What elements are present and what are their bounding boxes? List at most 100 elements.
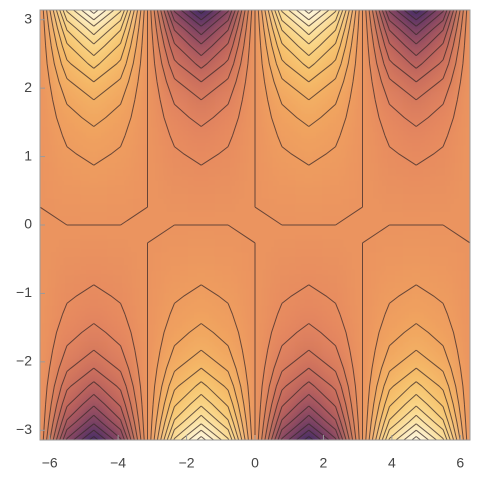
cell [429,126,458,145]
cell [160,198,189,217]
cell [322,233,350,253]
cell [40,144,54,163]
cell [40,233,54,253]
cell [429,144,458,163]
contour-lines [40,10,470,440]
cell [268,431,296,440]
cell [53,144,81,163]
cell [160,269,189,289]
contour-line [55,10,455,440]
cell [322,162,350,181]
x-tick-label: 6 [456,455,464,471]
cell [53,90,81,110]
cell [375,233,404,253]
cell [187,233,216,253]
cell [214,305,243,325]
cell [322,10,350,20]
cell [107,323,135,342]
cell [214,108,243,127]
cell [268,305,296,325]
cell [322,180,350,199]
cell [53,198,81,217]
cell [402,36,431,56]
cell [80,54,108,74]
cell [107,90,135,110]
cell [80,108,108,127]
cell [402,251,431,271]
cell [456,377,470,396]
cell [80,198,108,217]
cell [402,18,431,38]
cell [429,269,458,289]
cell [214,180,243,199]
cell [80,144,108,163]
x-tick-label: 0 [251,455,259,471]
cell [429,431,458,440]
cell [268,251,296,271]
cell [322,305,350,325]
axes: −6 −4 −2 0 2 4 6 −3 −2 −1 0 1 2 3 [16,10,464,470]
cell [375,198,404,217]
cell [214,269,243,289]
cell [322,90,350,110]
cell [375,144,404,163]
cell [429,36,458,56]
cell [214,72,243,92]
cell [80,10,108,20]
cell [402,162,431,181]
cell [429,323,458,342]
cell [322,144,350,163]
cell [268,287,296,307]
cell [160,341,189,360]
y-tick-label: −2 [16,353,32,369]
cell [375,54,404,74]
cell [53,287,81,307]
cell [53,180,81,199]
y-tick-label: 2 [24,79,32,95]
cell [456,395,470,414]
cell [429,251,458,271]
cell [295,395,323,414]
cell [375,108,404,127]
contour-line [59,10,451,440]
cell [456,233,470,253]
cell [295,54,323,74]
cell [107,144,135,163]
cell [187,287,216,307]
cell [295,431,323,440]
contour-line [81,10,429,440]
cell [187,395,216,414]
cell [214,36,243,56]
cell [80,305,108,325]
cell [107,359,135,378]
cell [375,126,404,145]
contour-line [52,10,458,440]
cell [53,431,81,440]
cell [429,198,458,217]
y-tick-label: −1 [16,284,32,300]
cell [187,198,216,217]
cell [187,305,216,325]
contour-line [40,10,470,440]
cell [402,305,431,325]
cell [160,305,189,325]
cell [187,36,216,56]
cell [402,395,431,414]
contour-line [65,10,445,440]
cell [187,18,216,38]
cell [107,162,135,181]
cell [40,251,54,271]
cell [53,251,81,271]
y-tick-label: −3 [16,421,32,437]
cell [80,18,108,38]
cell [456,198,470,217]
cell [40,54,54,74]
cell [402,269,431,289]
cell [187,162,216,181]
cell [456,287,470,307]
cell [187,10,216,20]
cell [429,90,458,110]
cell [322,359,350,378]
cell [402,198,431,217]
contour-line [89,10,421,440]
